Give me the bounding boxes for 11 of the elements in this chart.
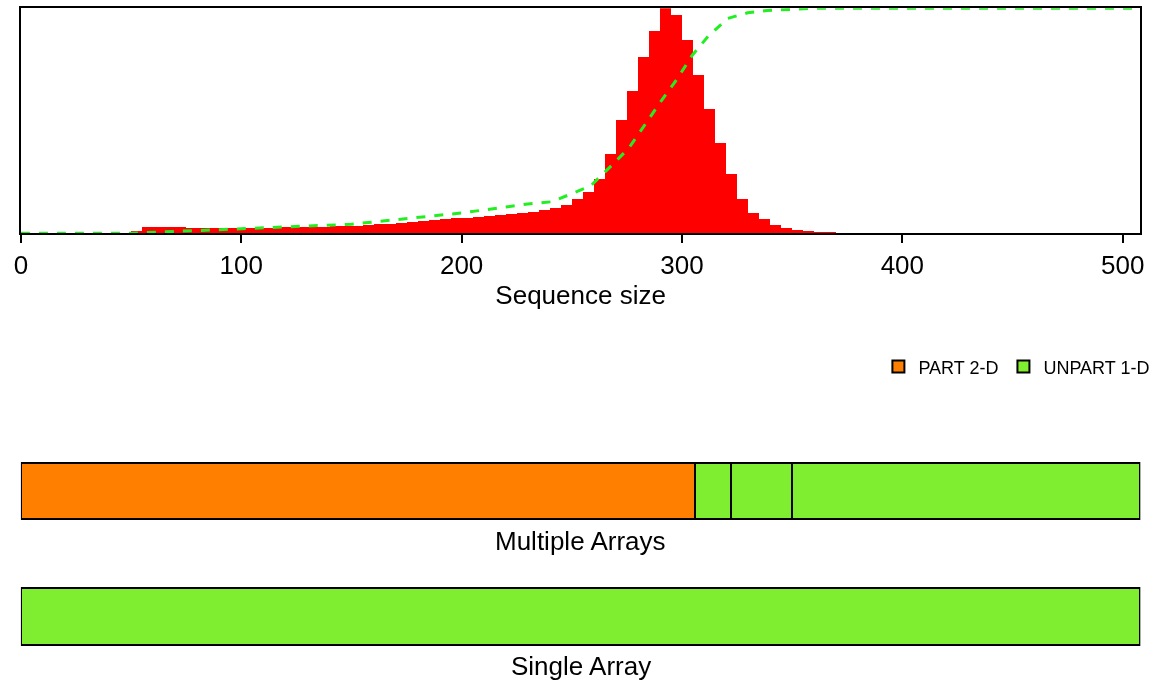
x-tick-label: 500 bbox=[1100, 250, 1145, 281]
y-tick-label: Single Array bbox=[511, 651, 652, 681]
legend-label: PART 2-D bbox=[918, 357, 999, 378]
x-tick-label: 300 bbox=[660, 250, 704, 281]
y-tick-label: Multiple Arrays bbox=[495, 526, 666, 556]
x-tick-label: 400 bbox=[880, 250, 925, 281]
x-tick-label: 100 bbox=[219, 250, 263, 281]
x-axis-title: Sequence size bbox=[495, 280, 666, 311]
legend-label: UNPART 1-D bbox=[1043, 357, 1150, 378]
x-tick-label: 0 bbox=[13, 250, 29, 281]
x-tick-label: 200 bbox=[439, 250, 484, 281]
